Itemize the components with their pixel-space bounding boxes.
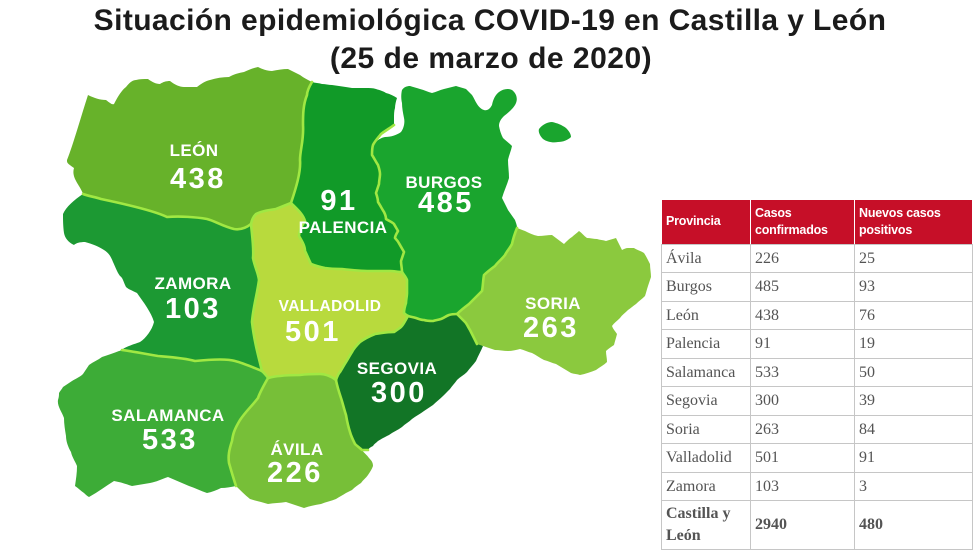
svg-text:LEÓN: LEÓN [170, 141, 219, 160]
svg-text:300: 300 [371, 377, 427, 409]
svg-text:485: 485 [418, 187, 474, 219]
svg-text:BURGOS: BURGOS [405, 173, 482, 192]
svg-text:438: 438 [170, 163, 226, 195]
svg-text:PALENCIA: PALENCIA [299, 218, 388, 237]
svg-text:SEGOVIA: SEGOVIA [357, 359, 437, 378]
svg-text:533: 533 [142, 424, 198, 456]
svg-text:501: 501 [285, 316, 341, 348]
svg-text:226: 226 [267, 457, 323, 489]
svg-text:103: 103 [165, 293, 221, 325]
svg-text:ZAMORA: ZAMORA [155, 274, 232, 293]
svg-text:ÁVILA: ÁVILA [271, 440, 324, 459]
svg-text:SALAMANCA: SALAMANCA [111, 406, 224, 425]
svg-text:91: 91 [320, 185, 357, 217]
svg-text:263: 263 [523, 312, 579, 344]
svg-text:VALLADOLID: VALLADOLID [279, 298, 382, 315]
svg-text:SORIA: SORIA [525, 294, 581, 313]
